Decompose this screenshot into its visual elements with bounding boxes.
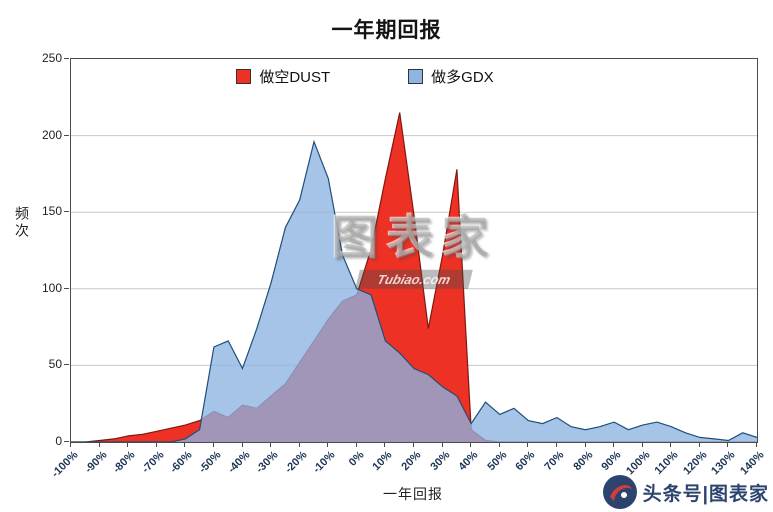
- legend-label-short-dust: 做空DUST: [259, 69, 331, 86]
- x-tick-mark: [241, 443, 243, 447]
- x-tick-mark: [613, 443, 615, 447]
- x-tick-mark: [98, 443, 100, 447]
- y-tick-label: 200: [41, 127, 62, 142]
- legend-swatch-red: [236, 69, 252, 84]
- x-tick-mark: [641, 443, 643, 447]
- x-tick-mark: [413, 443, 414, 447]
- legend-label-long-gdx: 做多GDX: [431, 69, 494, 86]
- x-tick-mark: [155, 443, 157, 447]
- x-axis-title: 一年回报: [383, 486, 443, 502]
- brand-text: 头条号|图表家: [642, 483, 769, 505]
- legend-item-short-dust: 做空DUST: [236, 66, 330, 87]
- y-tick-label: 100: [41, 280, 62, 295]
- legend: 做空DUST 做多GDX: [22, 66, 708, 87]
- x-tick-mark: [670, 443, 672, 447]
- x-tick-mark: [527, 443, 529, 447]
- y-tick-mark: [64, 364, 69, 366]
- x-tick-mark: [441, 443, 443, 447]
- y-tick-mark: [64, 287, 69, 289]
- y-tick-label: 50: [48, 357, 62, 372]
- brand-badge: 头条号|图表家: [602, 474, 769, 510]
- x-tick-mark: [698, 443, 700, 447]
- x-tick-mark: [355, 443, 357, 447]
- brand-logo-icon: [602, 475, 637, 509]
- x-tick-mark: [555, 443, 557, 447]
- y-tick-label: 0: [55, 434, 62, 448]
- chart-svg: [71, 112, 757, 442]
- x-tick-mark: [584, 443, 586, 447]
- y-axis-title: 频次: [14, 206, 30, 240]
- x-tick-mark: [184, 443, 186, 447]
- x-tick-mark: [384, 443, 386, 447]
- y-tick-mark: [64, 58, 69, 59]
- x-tick-mark: [498, 443, 500, 447]
- x-tick-mark: [298, 443, 300, 447]
- x-tick-mark: [212, 443, 214, 447]
- legend-swatch-blue: [408, 69, 424, 84]
- x-tick-mark: [756, 443, 757, 447]
- y-tick-mark: [64, 134, 69, 136]
- x-tick-mark: [70, 443, 71, 447]
- y-tick-mark: [64, 211, 69, 213]
- plot-area: 图表家 Tubiao.com: [70, 58, 758, 443]
- line-series-1: [71, 139, 757, 442]
- x-tick-mark: [270, 443, 272, 447]
- x-tick-mark: [127, 443, 129, 447]
- area-series-0: [71, 112, 757, 442]
- area-series-1: [71, 141, 757, 442]
- legend-item-long-gdx: 做多GDX: [408, 66, 494, 87]
- y-tick-label: 250: [41, 51, 62, 65]
- x-tick-mark: [470, 443, 472, 447]
- line-series-0: [71, 112, 757, 442]
- y-tick-label: 150: [41, 204, 62, 219]
- x-tick-mark: [727, 443, 729, 447]
- y-tick-mark: [64, 441, 69, 442]
- chart-title: 一年期回报: [331, 19, 442, 42]
- x-tick-mark: [327, 443, 329, 447]
